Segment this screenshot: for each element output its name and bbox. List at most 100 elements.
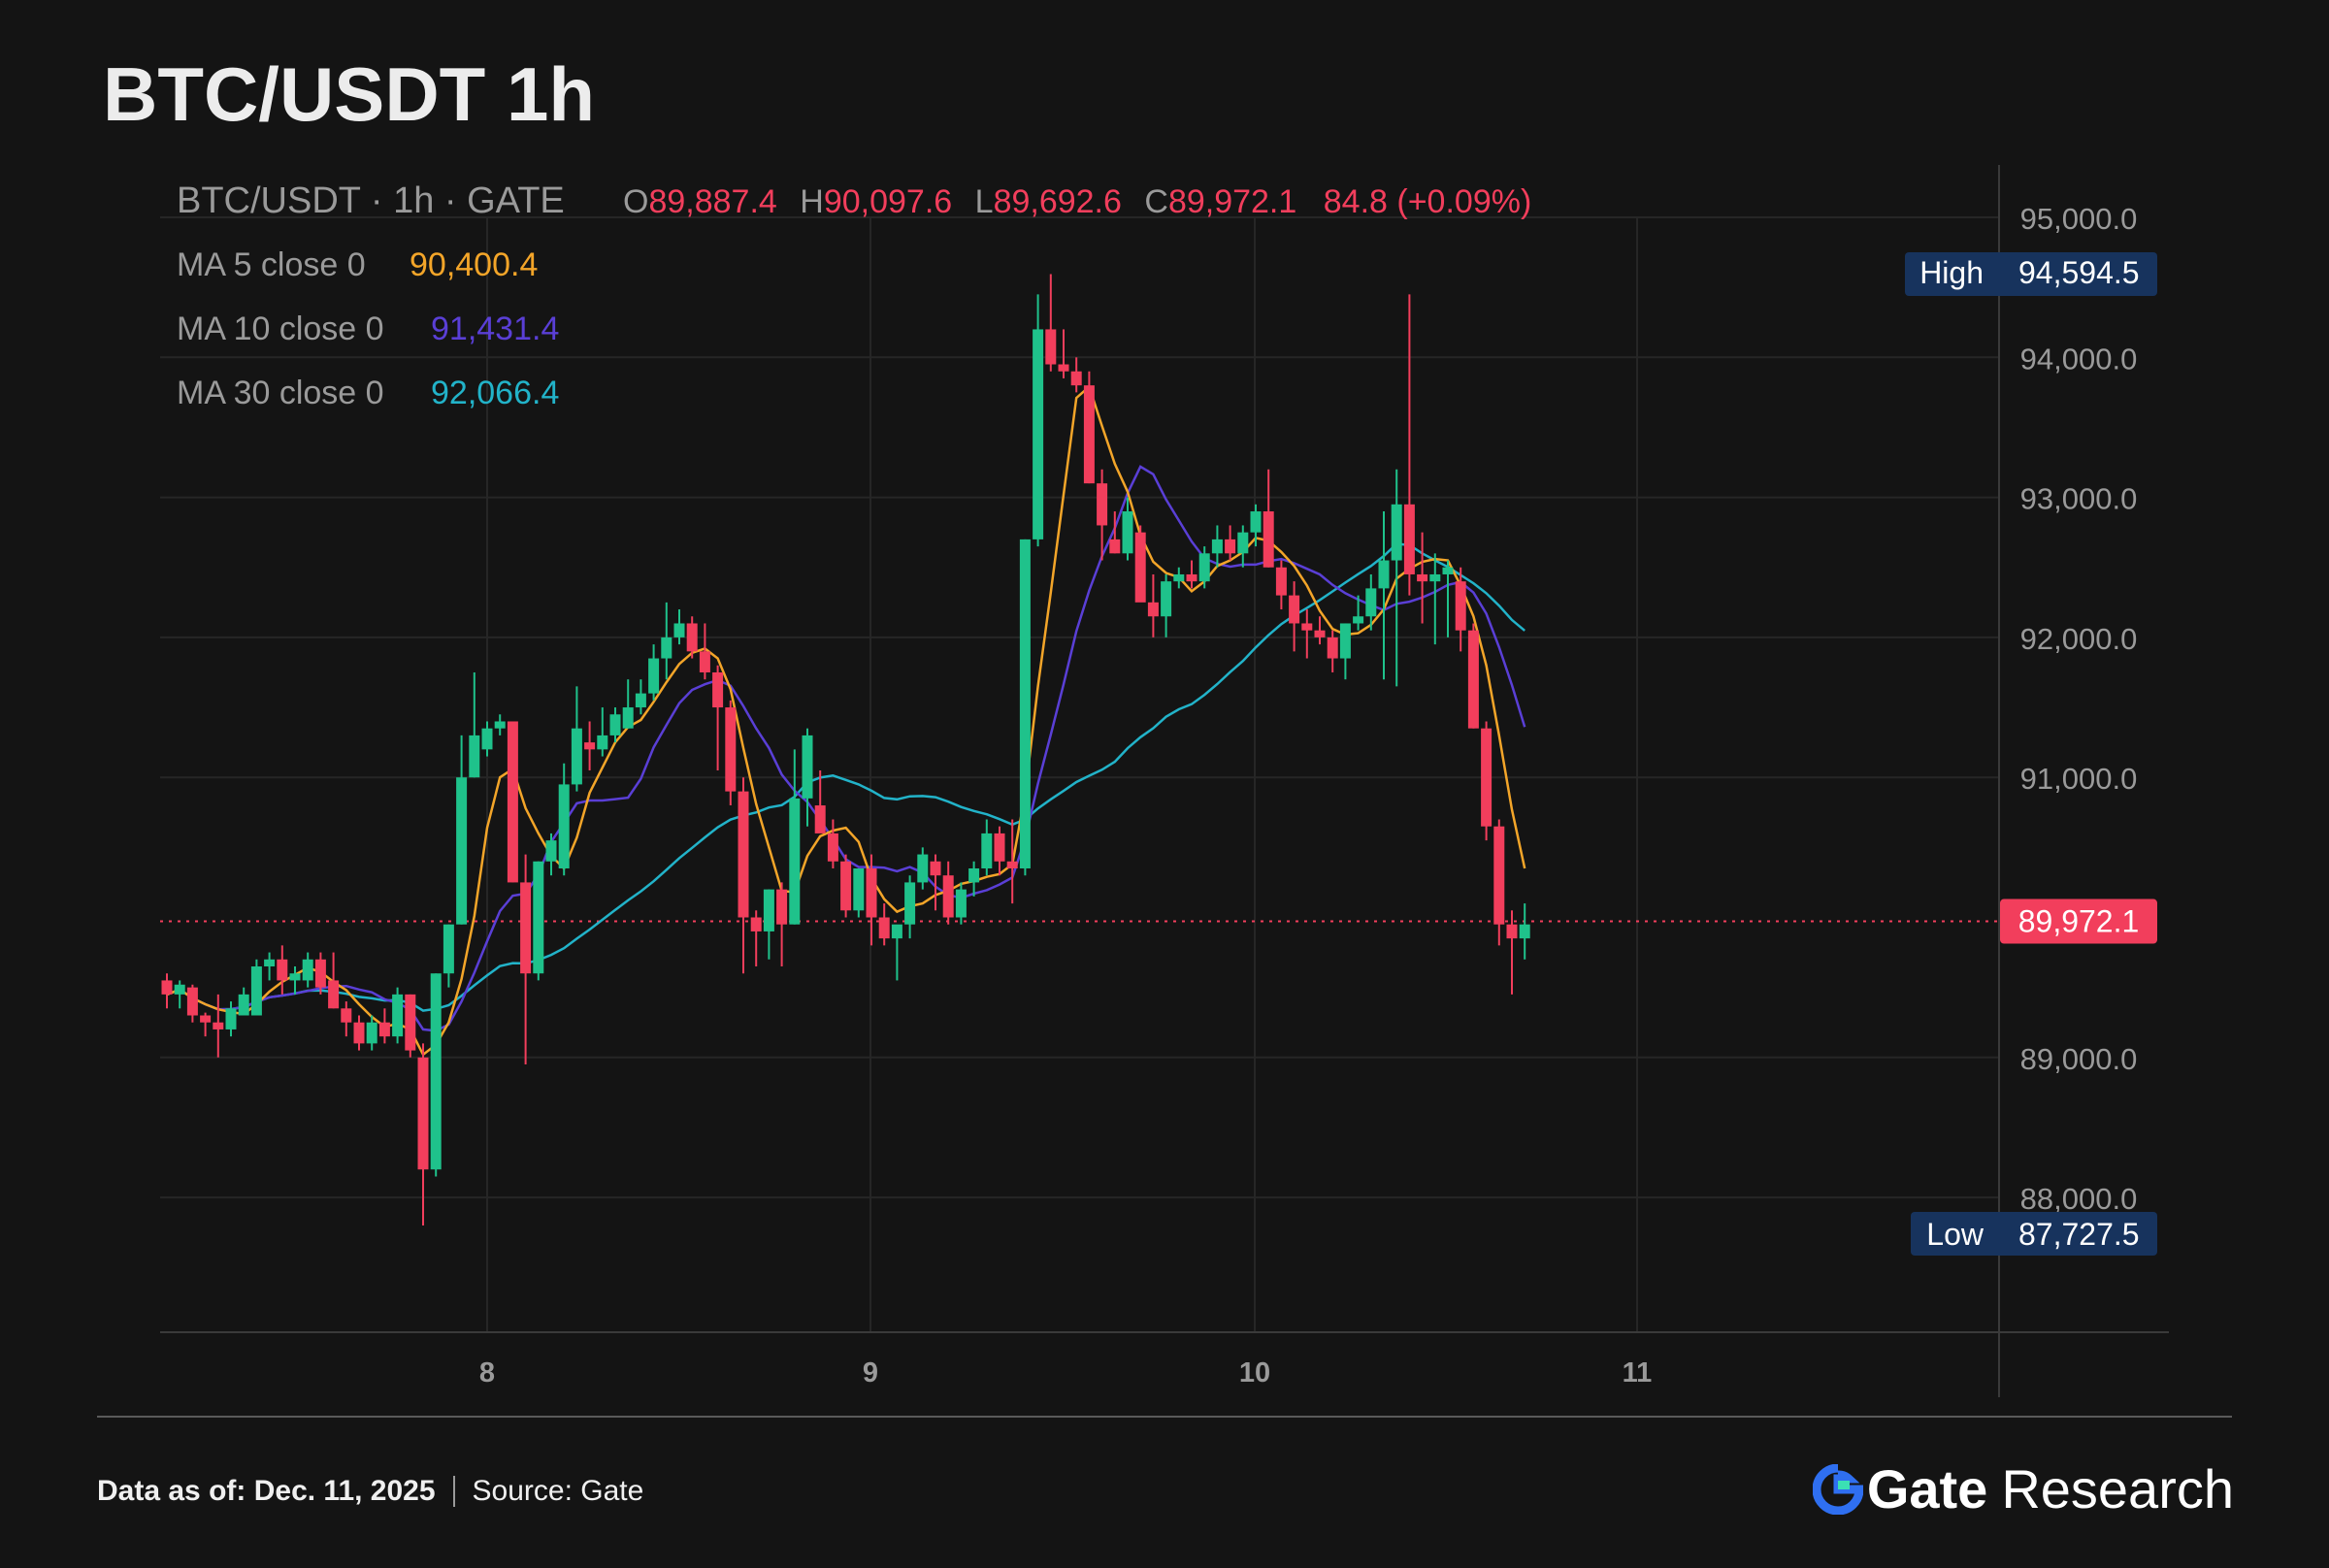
candle-body: [712, 671, 724, 708]
candle-body: [277, 959, 288, 981]
candle-body: [378, 1022, 390, 1037]
candle-body: [1378, 560, 1390, 589]
candle-body: [353, 1022, 365, 1044]
candle-body: [1481, 728, 1493, 827]
candle-body: [366, 1022, 377, 1044]
candle-body: [1442, 567, 1454, 574]
candle-body: [1134, 532, 1146, 603]
candle-body: [1339, 623, 1351, 659]
candle-body: [1365, 588, 1377, 617]
y-tick-label: 92,000.0: [2020, 622, 2138, 656]
candle-body: [725, 707, 737, 792]
candle-body: [597, 735, 608, 750]
candle-body: [1417, 573, 1428, 582]
candle-body: [648, 658, 660, 694]
candle-body: [1263, 511, 1274, 568]
footer-separator: [452, 1476, 455, 1507]
ma5-line: [166, 384, 1526, 1057]
candle-body: [302, 959, 313, 981]
candle-body: [776, 889, 788, 925]
candle-body: [1045, 329, 1057, 365]
candle-body: [341, 1008, 352, 1023]
brand-name: Gate: [1866, 1458, 1988, 1519]
candle-body: [545, 840, 557, 862]
candle-body: [558, 784, 570, 868]
candle-body: [891, 924, 902, 939]
y-tick-label: 95,000.0: [2020, 202, 2138, 236]
legend: BTC/USDT · 1h · GATE O89,887.4 H90,097.6…: [177, 180, 1531, 411]
low-badge-label: Low: [1926, 1217, 1985, 1252]
candle-body: [1198, 553, 1210, 582]
candle-body: [328, 980, 340, 1009]
candle-body: [1019, 539, 1031, 868]
gate-logo-icon: [1812, 1463, 1863, 1515]
candle-body: [1353, 616, 1364, 624]
candle-body: [763, 889, 774, 931]
grid-lines: [160, 216, 1999, 1332]
candle-body: [314, 959, 326, 988]
legend-symbol: BTC/USDT · 1h · GATE: [177, 180, 565, 221]
x-tick-label: 8: [479, 1357, 495, 1388]
legend-ma30-label: MA 30 close 0: [177, 375, 384, 411]
candle-body: [161, 980, 173, 995]
candle-body: [1237, 532, 1249, 554]
candle-body: [635, 693, 646, 708]
candle-body: [1506, 924, 1518, 939]
candle-body: [1186, 573, 1197, 582]
legend-ohlc: O89,887.4 H90,097.6 L89,692.6 C89,972.1 …: [623, 183, 1531, 220]
low-badge: Low 87,727.5: [1911, 1212, 2157, 1256]
data-as-of-label: Data as of:: [97, 1475, 246, 1507]
candle-body: [200, 1015, 212, 1023]
footer-divider: [97, 1416, 2232, 1418]
candle-body: [1519, 924, 1530, 939]
last-price-badge: 89,972.1: [2000, 898, 2157, 944]
candle-body: [930, 861, 941, 876]
legend-ma30-value: 92,066.4: [431, 375, 559, 411]
candle-body: [1083, 385, 1095, 484]
candle-body: [840, 861, 852, 911]
candle-body: [456, 777, 468, 925]
candle-body: [609, 714, 621, 735]
candle-body: [174, 984, 185, 995]
high-badge-label: High: [1919, 255, 1984, 290]
candle-body: [186, 987, 198, 1016]
candle-body: [942, 875, 954, 918]
y-tick-label: 89,000.0: [2020, 1042, 2138, 1076]
candle-body: [827, 833, 838, 862]
candle-body: [430, 973, 442, 1170]
high-badge: High 94,594.5: [1905, 252, 2157, 296]
candle-body: [481, 728, 493, 750]
ma10-line: [166, 465, 1526, 1032]
candlestick-chart[interactable]: 95,000.0 94,000.0 93,000.0 92,000.0 91,000.0…: [0, 0, 2329, 1407]
candle-body: [494, 721, 506, 729]
candle-body: [1429, 573, 1441, 582]
candle-body: [238, 994, 249, 1016]
candle-body: [1403, 504, 1415, 574]
data-as-of-value: Dec. 11, 2025: [253, 1475, 436, 1507]
candle-body: [1173, 573, 1185, 582]
price-axis[interactable]: 95,000.0 94,000.0 93,000.0 92,000.0 91,000.0…: [1998, 165, 2138, 1397]
candle-body: [904, 882, 916, 925]
candle-body: [814, 805, 826, 833]
candles: [161, 274, 1530, 1225]
candle-body: [584, 742, 596, 750]
candle-body: [1070, 371, 1082, 386]
candle-body: [1493, 826, 1505, 925]
candle-body: [1314, 630, 1326, 637]
source-label: Source:: [472, 1475, 573, 1507]
source-value: Gate: [580, 1475, 644, 1507]
candle-body: [213, 1022, 224, 1029]
candle-body: [289, 973, 301, 981]
footer-source: Data as of: Dec. 11, 2025 Source: Gate: [97, 1475, 643, 1508]
candle-body: [917, 854, 929, 883]
candle-body: [533, 861, 544, 974]
time-axis[interactable]: 8 9 10 11: [160, 1331, 2169, 1388]
candle-body: [1147, 602, 1159, 617]
candle-body: [994, 833, 1005, 862]
candle-body: [1275, 567, 1287, 596]
candle-body: [878, 917, 890, 939]
candle-body: [392, 994, 404, 1037]
brand-suffix: Research: [2001, 1458, 2234, 1519]
candle-body: [1467, 630, 1479, 729]
candle-body: [469, 735, 480, 778]
